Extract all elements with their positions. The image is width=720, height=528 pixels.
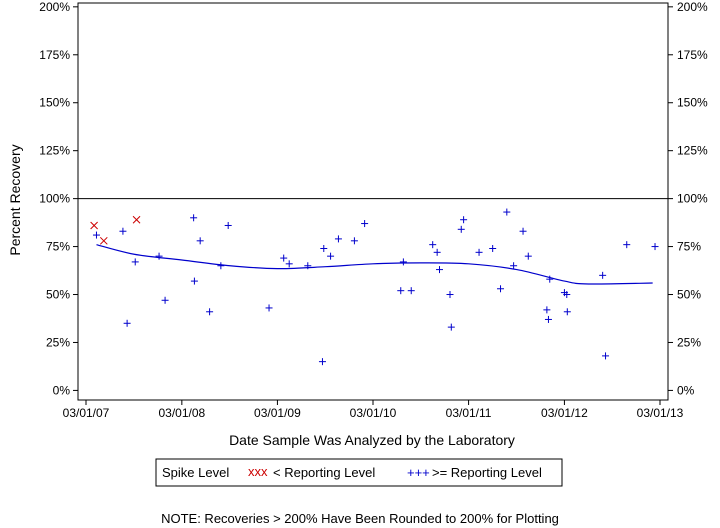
point-at-reporting — [503, 209, 510, 216]
legend: Spike Level xxx < Reporting Level +++ >=… — [156, 459, 562, 486]
y-tick-label-left: 25% — [46, 335, 70, 349]
legend-marker-at-reporting: +++ — [407, 465, 430, 480]
point-at-reporting — [460, 216, 467, 223]
point-at-reporting — [280, 255, 287, 262]
point-at-reporting — [446, 291, 453, 298]
y-tick-label-right: 75% — [677, 240, 701, 254]
point-at-reporting — [124, 320, 131, 327]
y-tick-label-right: 200% — [677, 0, 708, 14]
point-at-reporting — [436, 266, 443, 273]
point-at-reporting — [400, 258, 407, 265]
point-at-reporting — [476, 249, 483, 256]
point-at-reporting — [286, 260, 293, 267]
point-at-reporting — [602, 352, 609, 359]
point-at-reporting — [520, 228, 527, 235]
x-tick-label: 03/01/11 — [446, 406, 492, 420]
point-at-reporting — [361, 220, 368, 227]
x-tick-label: 03/01/09 — [254, 406, 301, 420]
y-tick-label-left: 125% — [39, 144, 70, 158]
y-tick-label-left: 150% — [39, 96, 70, 110]
x-axis-title: Date Sample Was Analyzed by the Laborato… — [229, 432, 515, 448]
x-axis-ticks: 03/01/07 03/01/08 03/01/09 03/01/10 03/01/11… — [63, 400, 684, 420]
point-below-reporting — [100, 237, 107, 244]
legend-title: Spike Level — [162, 465, 229, 480]
legend-label-below-reporting: < Reporting Level — [273, 465, 375, 480]
point-at-reporting — [489, 245, 496, 252]
x-tick-label: 03/01/08 — [158, 406, 205, 420]
y-axis-title: Percent Recovery — [7, 144, 23, 255]
point-at-reporting — [429, 241, 436, 248]
y-tick-label-left: 0% — [53, 383, 71, 397]
point-below-reporting — [133, 216, 140, 223]
point-at-reporting — [458, 226, 465, 233]
point-at-reporting — [162, 297, 169, 304]
x-tick-label: 03/01/12 — [541, 406, 588, 420]
data-points — [91, 209, 659, 366]
point-at-reporting — [225, 222, 232, 229]
y-tick-label-left: 50% — [46, 288, 70, 302]
point-at-reporting — [599, 272, 606, 279]
point-at-reporting — [327, 253, 334, 260]
point-at-reporting — [320, 245, 327, 252]
point-at-reporting — [525, 253, 532, 260]
y-tick-label-right: 100% — [677, 192, 708, 206]
rounding-note: NOTE: Recoveries > 200% Have Been Rounde… — [161, 511, 559, 526]
x-tick-label: 03/01/13 — [637, 406, 684, 420]
y-tick-label-left: 175% — [39, 48, 70, 62]
point-at-reporting — [266, 304, 273, 311]
point-at-reporting — [119, 228, 126, 235]
y-tick-label-right: 125% — [677, 144, 708, 158]
point-at-reporting — [156, 253, 163, 260]
point-at-reporting — [197, 237, 204, 244]
point-at-reporting — [408, 287, 415, 294]
point-at-reporting — [545, 316, 552, 323]
point-at-reporting — [206, 308, 213, 315]
point-below-reporting — [91, 222, 98, 229]
point-at-reporting — [448, 324, 455, 331]
x-tick-label: 03/01/10 — [350, 406, 397, 420]
y-tick-label-right: 50% — [677, 288, 701, 302]
y-tick-label-right: 150% — [677, 96, 708, 110]
y-tick-label-right: 0% — [677, 383, 695, 397]
point-at-reporting — [434, 249, 441, 256]
point-at-reporting — [564, 308, 571, 315]
x-tick-label: 03/01/07 — [63, 406, 110, 420]
point-at-reporting — [190, 214, 197, 221]
y-tick-label-left: 75% — [46, 240, 70, 254]
point-at-reporting — [497, 285, 504, 292]
point-at-reporting — [543, 306, 550, 313]
point-at-reporting — [191, 278, 198, 285]
point-at-reporting — [335, 235, 342, 242]
legend-label-at-reporting: >= Reporting Level — [432, 465, 542, 480]
y-tick-label-left: 100% — [39, 192, 70, 206]
y-tick-label-right: 175% — [677, 48, 708, 62]
point-at-reporting — [93, 232, 100, 239]
y-tick-label-right: 25% — [677, 335, 701, 349]
y-tick-label-left: 200% — [39, 0, 70, 14]
legend-marker-below-reporting: xxx — [248, 464, 268, 479]
plot-frame — [78, 3, 668, 400]
trend-line — [96, 245, 652, 284]
point-at-reporting — [397, 287, 404, 294]
point-at-reporting — [217, 262, 224, 269]
point-at-reporting — [351, 237, 358, 244]
point-at-reporting — [132, 258, 139, 265]
point-at-reporting — [623, 241, 630, 248]
point-at-reporting — [319, 358, 326, 365]
point-at-reporting — [652, 243, 659, 250]
